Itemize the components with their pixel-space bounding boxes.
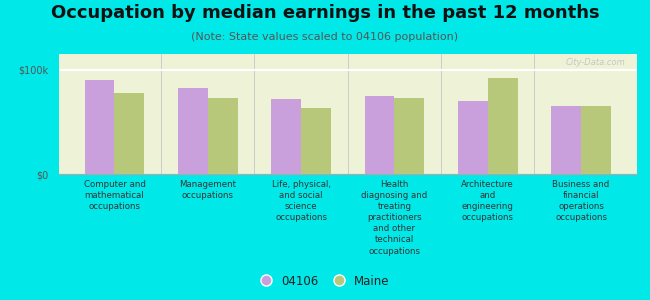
Bar xyxy=(365,96,395,174)
Text: Occupation by median earnings in the past 12 months: Occupation by median earnings in the pas… xyxy=(51,4,599,22)
Bar xyxy=(581,106,611,174)
Bar xyxy=(301,108,331,174)
Bar xyxy=(271,99,301,174)
Text: City-Data.com: City-Data.com xyxy=(566,58,625,67)
Legend: 04106, Maine: 04106, Maine xyxy=(257,271,393,291)
Text: Computer and
mathematical
occupations: Computer and mathematical occupations xyxy=(84,180,146,211)
Text: (Note: State values scaled to 04106 population): (Note: State values scaled to 04106 popu… xyxy=(192,32,458,41)
Bar xyxy=(395,98,424,174)
Text: Life, physical,
and social
science
occupations: Life, physical, and social science occup… xyxy=(272,180,331,222)
Bar xyxy=(458,101,488,174)
Text: Health
diagnosing and
treating
practitioners
and other
technical
occupations: Health diagnosing and treating practitio… xyxy=(361,180,428,256)
Bar xyxy=(208,98,238,174)
Text: Architecture
and
engineering
occupations: Architecture and engineering occupations xyxy=(462,180,514,222)
Text: Management
occupations: Management occupations xyxy=(179,180,237,200)
Text: Business and
financial
operations
occupations: Business and financial operations occupa… xyxy=(552,180,610,222)
Bar xyxy=(488,78,517,174)
Bar xyxy=(551,106,581,174)
Bar xyxy=(178,88,208,174)
Bar xyxy=(114,93,144,174)
Bar xyxy=(84,80,114,174)
